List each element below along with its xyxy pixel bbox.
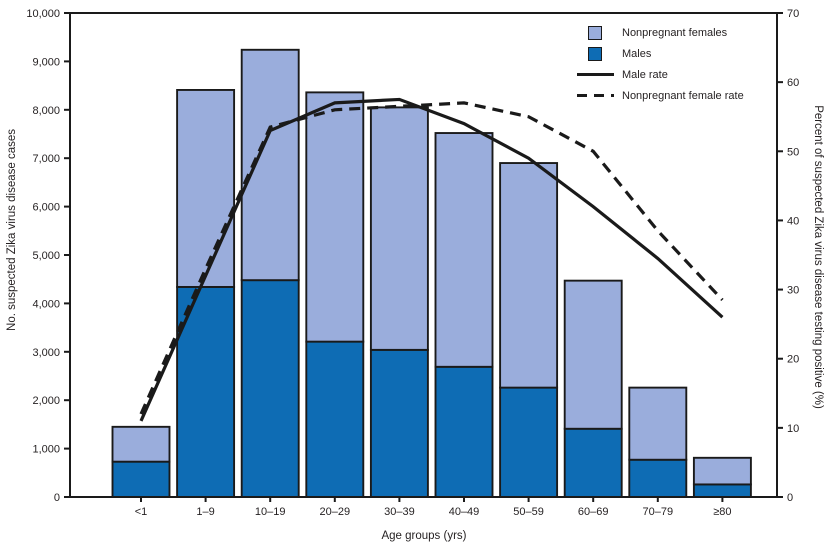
x-axis-category-label: 70–79 bbox=[643, 506, 674, 518]
x-axis-category-label: <1 bbox=[135, 506, 148, 518]
bar-segment-males bbox=[563, 427, 623, 498]
x-axis-category-label: ≥80 bbox=[713, 506, 731, 518]
bar-segment-males bbox=[111, 460, 171, 498]
left-axis-tick-label: 0 bbox=[54, 492, 60, 504]
bar-segment-nonpregnant-females bbox=[563, 279, 623, 430]
legend-key bbox=[576, 72, 614, 77]
bar-segment-nonpregnant-females bbox=[692, 456, 752, 486]
left-axis-tick-label: 6,000 bbox=[32, 202, 60, 214]
bar-segment-nonpregnant-females bbox=[434, 132, 494, 368]
male-rate-line-sample bbox=[576, 72, 614, 77]
x-axis-category-label: 10–19 bbox=[255, 506, 286, 518]
y-axis-label-right: Percent of suspected Zika virus disease … bbox=[812, 105, 824, 409]
x-axis-category-label: 50–59 bbox=[513, 506, 544, 518]
legend-item-nonpregnant-female-rate: Nonpregnant female rate bbox=[576, 85, 744, 106]
left-axis-tick-label: 1,000 bbox=[32, 444, 60, 456]
bar-segment-nonpregnant-females bbox=[176, 89, 236, 288]
nonpregnant-female-rate-line-sample bbox=[576, 93, 614, 98]
x-axis-category-label: 30–39 bbox=[384, 506, 415, 518]
legend: Nonpregnant females Males Male rate Nonp… bbox=[576, 22, 744, 106]
right-axis-tick-label: 0 bbox=[787, 492, 793, 504]
bar-segment-males bbox=[369, 348, 429, 498]
legend-label: Nonpregnant female rate bbox=[622, 89, 744, 102]
x-axis-label: Age groups (yrs) bbox=[381, 530, 467, 542]
left-axis-tick-label: 4,000 bbox=[32, 298, 60, 310]
axes-layer: 0 1,000 2,000 3,000 4,000 5,000 6,000 7,000 8,00… bbox=[26, 8, 799, 518]
bar-segment-nonpregnant-females bbox=[369, 106, 429, 351]
right-axis-tick-label: 60 bbox=[787, 77, 799, 89]
x-axis-category-label: 60–69 bbox=[578, 506, 609, 518]
x-axis-category-label: 20–29 bbox=[320, 506, 351, 518]
left-axis-tick-label: 7,000 bbox=[32, 153, 60, 165]
bar-segment-males bbox=[434, 365, 494, 498]
right-axis-tick-label: 20 bbox=[787, 354, 799, 366]
y-axis-label-left: No. suspected Zika virus disease cases bbox=[6, 129, 18, 331]
bar-segment-males bbox=[305, 340, 365, 498]
bars-layer bbox=[111, 48, 752, 498]
left-axis-tick-label: 3,000 bbox=[32, 347, 60, 359]
bar-segment-males bbox=[692, 483, 752, 498]
bar-segment-nonpregnant-females bbox=[305, 91, 365, 343]
legend-key bbox=[576, 93, 614, 98]
legend-item-males: Males bbox=[576, 43, 744, 64]
left-axis-tick-label: 10,000 bbox=[26, 8, 60, 20]
males-swatch bbox=[588, 46, 602, 61]
x-axis-category-label: 1–9 bbox=[196, 506, 214, 518]
bar-segment-nonpregnant-females bbox=[240, 48, 300, 282]
nonpregnant-females-swatch bbox=[588, 25, 602, 40]
bar-segment-nonpregnant-females bbox=[111, 425, 171, 463]
legend-label: Males bbox=[622, 47, 652, 60]
legend-item-male-rate: Male rate bbox=[576, 64, 744, 85]
right-axis-tick-label: 70 bbox=[787, 8, 799, 20]
left-axis-tick-label: 9,000 bbox=[32, 56, 60, 68]
right-axis-tick-label: 40 bbox=[787, 215, 799, 227]
left-axis-tick-label: 8,000 bbox=[32, 105, 60, 117]
rate-lines-layer bbox=[139, 97, 724, 422]
legend-item-nonpregnant-females: Nonpregnant females bbox=[576, 22, 744, 43]
left-axis-tick-label: 5,000 bbox=[32, 250, 60, 262]
bar-segment-males bbox=[628, 458, 688, 498]
bar-segment-nonpregnant-females bbox=[628, 386, 688, 461]
legend-label: Male rate bbox=[622, 68, 668, 81]
legend-key bbox=[576, 46, 614, 61]
bar-segment-males bbox=[499, 386, 559, 498]
right-axis-tick-label: 50 bbox=[787, 146, 799, 158]
nonpregnant-female-rate-line bbox=[139, 101, 724, 415]
legend-key bbox=[576, 25, 614, 40]
male-rate-line bbox=[139, 97, 724, 422]
x-axis-category-label: 40–49 bbox=[449, 506, 480, 518]
right-axis-tick-label: 10 bbox=[787, 423, 799, 435]
right-axis-tick-label: 30 bbox=[787, 285, 799, 297]
legend-label: Nonpregnant females bbox=[622, 26, 728, 39]
bar-segment-nonpregnant-females bbox=[499, 162, 559, 389]
left-axis-tick-label: 2,000 bbox=[32, 395, 60, 407]
bar-segment-males bbox=[240, 279, 300, 498]
